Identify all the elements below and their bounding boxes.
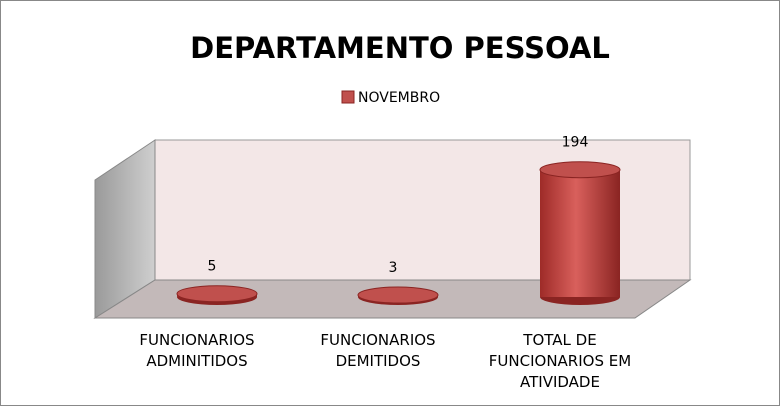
cylinder-top <box>357 286 439 304</box>
x-tick-label: TOTAL DE FUNCIONARIOS EM ATIVIDADE <box>488 331 632 391</box>
data-label: 3 <box>389 260 398 276</box>
chart-title: DEPARTAMENTO PESSOAL <box>190 31 610 65</box>
data-label: 194 <box>562 135 589 151</box>
legend-label: NOVEMBRO <box>358 90 440 106</box>
cylinder-body <box>540 169 620 297</box>
x-tick-label: FUNCIONARIOS ADMINITIDOS <box>139 331 255 370</box>
x-tick-label: FUNCIONARIOS DEMITIDOS <box>320 331 436 370</box>
cylinder-top <box>176 285 258 303</box>
data-label: 5 <box>208 259 217 275</box>
legend-swatch <box>341 90 355 104</box>
cylinder-top <box>539 161 621 179</box>
